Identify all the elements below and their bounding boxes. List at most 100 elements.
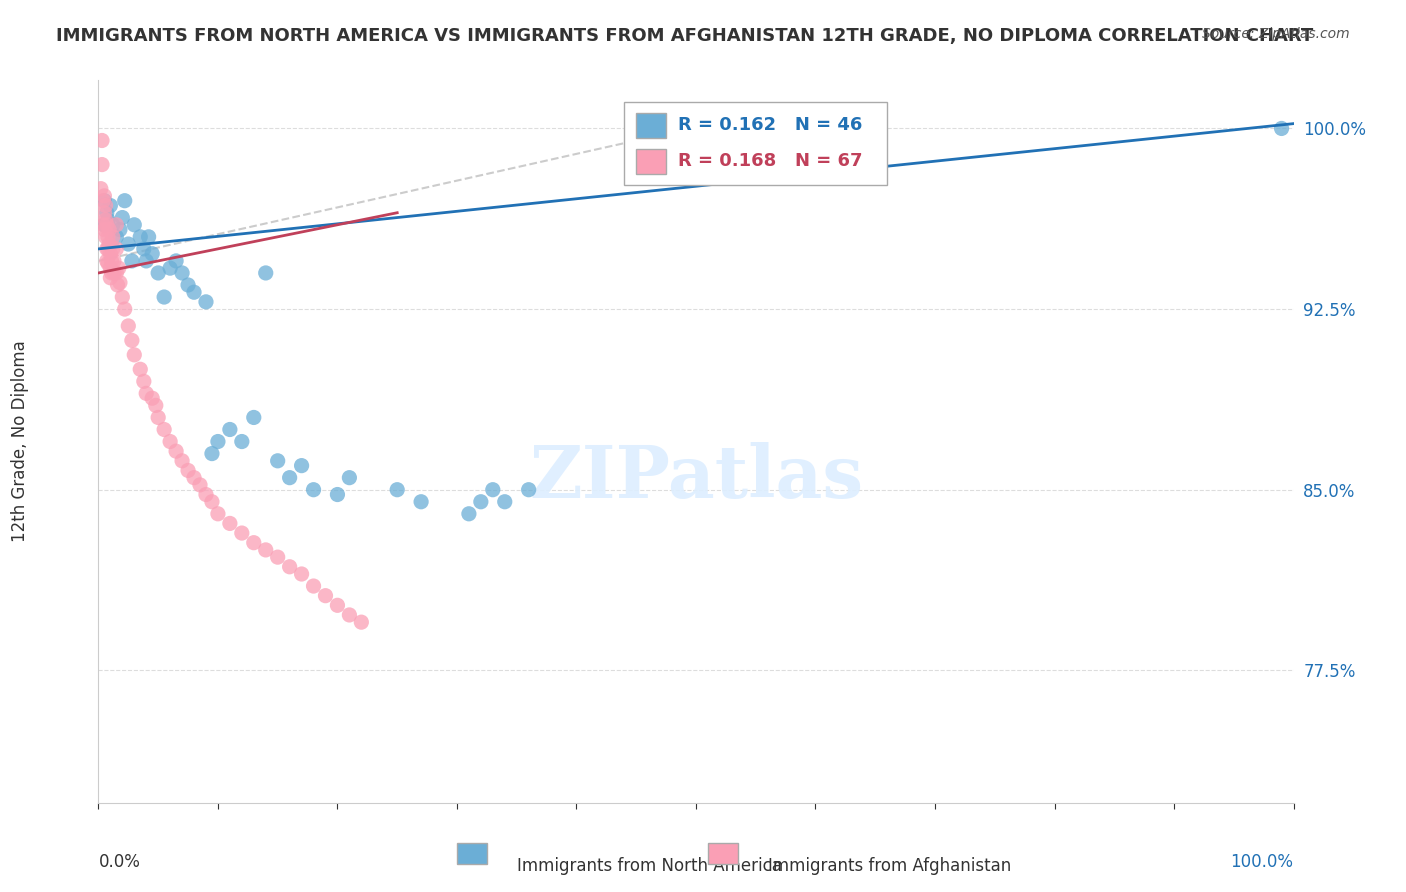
Bar	[709, 843, 738, 864]
Immigrants from Afghanistan	[91, 158, 114, 172]
Immigrants from Afghanistan	[97, 230, 120, 244]
Immigrants from Afghanistan	[278, 559, 301, 574]
Immigrants from Afghanistan	[90, 182, 112, 196]
Immigrants from Afghanistan	[96, 218, 118, 232]
Immigrants from North America	[159, 261, 181, 276]
Immigrants from North America	[326, 487, 349, 501]
Immigrants from Afghanistan	[177, 463, 200, 477]
Immigrants from North America	[339, 470, 361, 484]
Immigrants from North America	[138, 230, 160, 244]
Immigrants from Afghanistan	[107, 277, 129, 292]
Immigrants from Afghanistan	[91, 218, 114, 232]
Immigrants from Afghanistan	[101, 230, 124, 244]
Immigrants from North America	[132, 242, 155, 256]
Text: 0.0%: 0.0%	[98, 854, 141, 871]
Immigrants from North America	[291, 458, 314, 473]
Immigrants from Afghanistan	[117, 318, 139, 333]
Immigrants from North America	[201, 447, 224, 461]
Immigrants from North America	[135, 254, 157, 268]
Immigrants from Afghanistan	[195, 487, 218, 501]
Immigrants from Afghanistan	[93, 222, 115, 236]
Immigrants from Afghanistan	[231, 526, 253, 541]
Immigrants from Afghanistan	[98, 222, 121, 236]
Immigrants from Afghanistan	[94, 230, 117, 244]
Immigrants from North America	[93, 218, 115, 232]
Immigrants from Afghanistan	[165, 444, 187, 458]
Bar	[637, 149, 666, 174]
Immigrants from Afghanistan	[108, 276, 131, 290]
Immigrants from North America	[458, 507, 481, 521]
Immigrants from North America	[195, 294, 218, 309]
Immigrants from Afghanistan	[107, 261, 129, 276]
Immigrants from Afghanistan	[124, 348, 146, 362]
Immigrants from Afghanistan	[98, 237, 121, 252]
Immigrants from North America	[243, 410, 266, 425]
Text: ZIPatlas: ZIPatlas	[529, 442, 863, 513]
Immigrants from North America	[93, 194, 115, 208]
Immigrants from North America	[231, 434, 253, 449]
Immigrants from Afghanistan	[114, 302, 136, 317]
Immigrants from North America	[96, 205, 118, 219]
Immigrants from Afghanistan	[254, 543, 277, 558]
Immigrants from North America	[494, 495, 516, 509]
Immigrants from North America	[278, 470, 301, 484]
Immigrants from Afghanistan	[148, 410, 170, 425]
Immigrants from Afghanistan	[93, 189, 115, 203]
Immigrants from Afghanistan	[98, 261, 122, 276]
Immigrants from Afghanistan	[105, 266, 128, 280]
Immigrants from Afghanistan	[96, 242, 118, 256]
Text: 100.0%: 100.0%	[1230, 854, 1294, 871]
Immigrants from North America	[172, 266, 194, 280]
Immigrants from North America	[177, 277, 200, 292]
Immigrants from Afghanistan	[94, 198, 117, 212]
Immigrants from North America	[97, 213, 120, 227]
Immigrants from Afghanistan	[243, 535, 266, 549]
Immigrants from North America	[141, 246, 163, 260]
Immigrants from Afghanistan	[91, 194, 114, 208]
Immigrants from Afghanistan	[121, 334, 143, 348]
Immigrants from Afghanistan	[98, 270, 122, 285]
Immigrants from North America	[121, 254, 143, 268]
Immigrants from North America	[254, 266, 277, 280]
Immigrants from Afghanistan	[153, 423, 176, 437]
Immigrants from North America	[101, 218, 124, 232]
Immigrants from North America	[148, 266, 170, 280]
Immigrants from Afghanistan	[339, 607, 361, 622]
Immigrants from North America	[111, 211, 134, 225]
Immigrants from Afghanistan	[207, 507, 229, 521]
Immigrants from North America	[267, 454, 290, 468]
Immigrants from North America	[470, 495, 492, 509]
Text: R = 0.162   N = 46: R = 0.162 N = 46	[678, 116, 862, 134]
Immigrants from Afghanistan	[91, 133, 114, 147]
Bar	[457, 843, 486, 864]
Immigrants from North America	[124, 218, 146, 232]
Immigrants from Afghanistan	[93, 205, 115, 219]
Immigrants from North America	[165, 254, 187, 268]
Immigrants from Afghanistan	[111, 290, 134, 304]
Immigrants from North America	[117, 237, 139, 252]
Text: R = 0.168   N = 67: R = 0.168 N = 67	[678, 153, 862, 170]
Bar	[637, 112, 666, 138]
Immigrants from North America	[1271, 121, 1294, 136]
Immigrants from Afghanistan	[145, 398, 167, 412]
Immigrants from Afghanistan	[96, 254, 118, 268]
Immigrants from North America	[207, 434, 229, 449]
Text: Immigrants from North America: Immigrants from North America	[517, 857, 782, 875]
Immigrants from Afghanistan	[141, 391, 163, 405]
Immigrants from Afghanistan	[105, 242, 128, 256]
Immigrants from North America	[153, 290, 176, 304]
Immigrants from Afghanistan	[291, 567, 314, 582]
Immigrants from Afghanistan	[302, 579, 325, 593]
Immigrants from Afghanistan	[100, 254, 122, 268]
Immigrants from Afghanistan	[350, 615, 373, 630]
Immigrants from Afghanistan	[135, 386, 157, 401]
Immigrants from Afghanistan	[183, 470, 205, 484]
Immigrants from Afghanistan	[315, 589, 337, 603]
Immigrants from Afghanistan	[105, 218, 128, 232]
Immigrants from Afghanistan	[129, 362, 152, 376]
Immigrants from Afghanistan	[101, 242, 124, 256]
Text: Source: ZipAtlas.com: Source: ZipAtlas.com	[1202, 27, 1350, 41]
Immigrants from Afghanistan	[98, 246, 122, 260]
Immigrants from Afghanistan	[188, 478, 211, 492]
Immigrants from North America	[302, 483, 325, 497]
